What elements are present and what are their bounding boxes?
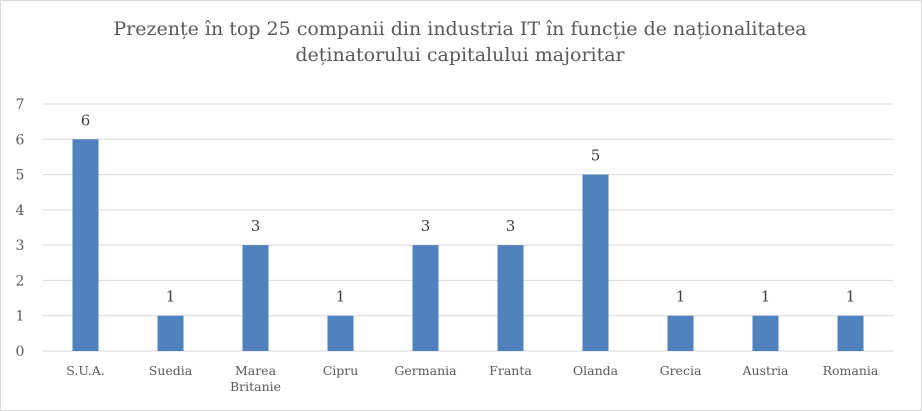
y-tick-label: 4 (16, 203, 25, 219)
data-labels: 6 1 3 1 3 3 5 1 1 1 (81, 111, 856, 305)
data-label: 6 (81, 111, 91, 129)
x-tick-label: Cipru (323, 363, 359, 378)
x-tick-label: Austria (742, 363, 789, 378)
x-tick-label: Franta (489, 363, 532, 378)
x-tick-label: Marea Britanie (230, 363, 281, 394)
data-label: 3 (251, 217, 261, 235)
bar-8 (752, 315, 779, 351)
x-axis: S.U.A. Suedia Marea Britanie Cipru Germania Fr… (66, 363, 879, 394)
y-tick-label: 3 (16, 238, 25, 254)
x-tick-label: S.U.A. (66, 363, 104, 378)
y-tick-label: 5 (16, 168, 25, 184)
y-tick-label: 2 (16, 273, 25, 289)
y-tick-label: 7 (16, 97, 25, 113)
gridlines (43, 103, 893, 352)
y-tick-label: 1 (16, 309, 25, 325)
data-label: 1 (166, 288, 176, 306)
bar-7 (667, 315, 694, 351)
bar-3 (327, 315, 354, 351)
bar-4 (412, 245, 439, 351)
bar-2 (242, 245, 269, 351)
data-label: 1 (336, 288, 346, 306)
x-tick-label: Romania (823, 363, 879, 378)
y-axis: 0 1 2 3 4 5 6 7 (16, 97, 25, 360)
data-label: 1 (676, 288, 686, 306)
bar-5 (497, 245, 524, 351)
bar-9 (837, 315, 864, 351)
x-tick-label: Germania (394, 363, 457, 378)
bar-6 (582, 174, 609, 351)
data-label: 3 (506, 217, 516, 235)
data-label: 1 (846, 288, 856, 306)
bars (72, 139, 864, 351)
y-tick-label: 0 (16, 344, 25, 360)
y-tick-label: 6 (16, 132, 25, 148)
chart-title-line-2: deținatorului capitalului majoritar (295, 44, 625, 66)
x-tick-label: Suedia (149, 363, 193, 378)
chart-title: Prezențe în top 25 companii din industri… (60, 16, 860, 68)
x-tick-label: Olanda (573, 363, 619, 378)
data-label: 1 (761, 288, 771, 306)
x-tick-label: Grecia (660, 363, 702, 378)
bar-0 (72, 139, 99, 351)
chart-title-line-1: Prezențe în top 25 companii din industri… (113, 18, 807, 40)
data-label: 3 (421, 217, 431, 235)
data-label: 5 (591, 147, 601, 165)
bar-1 (157, 315, 184, 351)
